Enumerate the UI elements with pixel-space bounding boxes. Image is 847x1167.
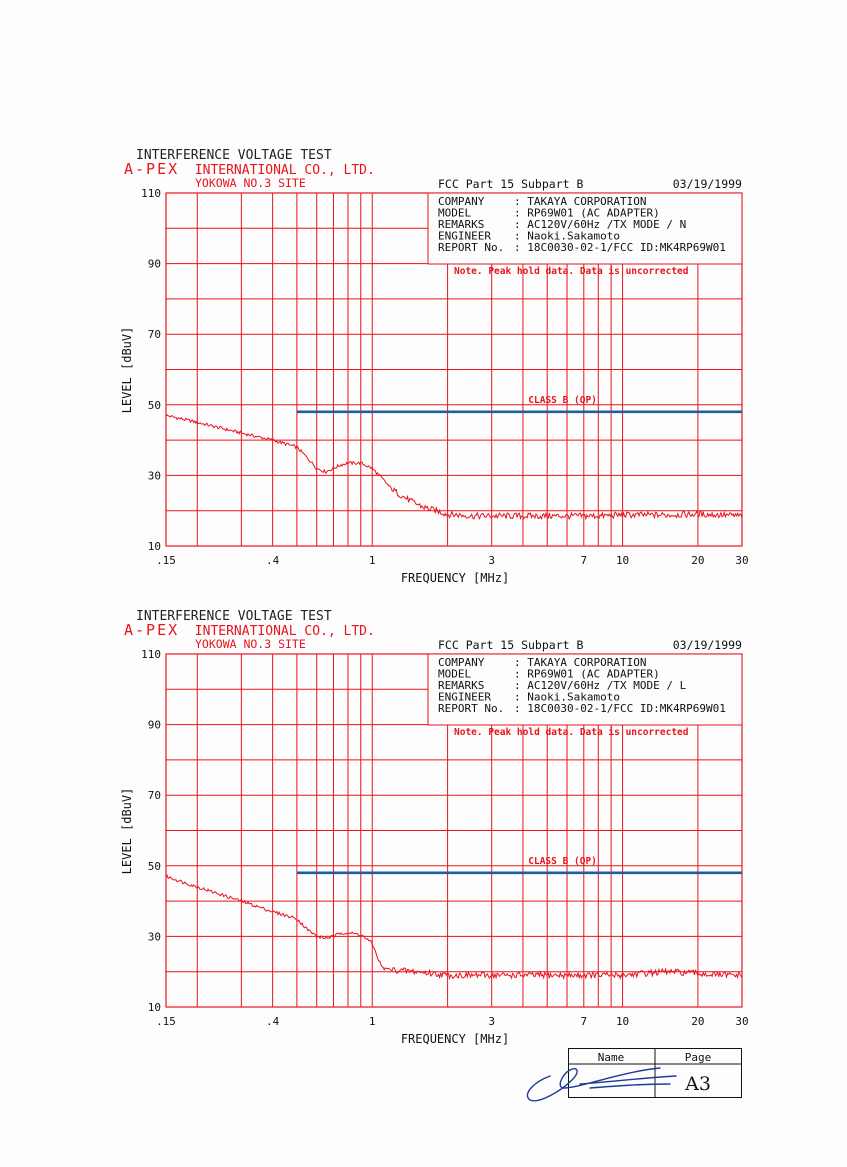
x-axis-label: FREQUENCY [MHz] [401,571,509,585]
x-tick-label: .15 [156,1015,176,1028]
x-tick-label: 30 [735,554,748,567]
y-tick-label: 10 [148,1001,161,1014]
company-rest: INTERNATIONAL CO., LTD. [195,163,375,178]
plot-traces: CLASS B (QP) [165,856,743,981]
info-key: REPORT No. [438,702,504,715]
interference-chart-n: INTERFERENCE VOLTAGE TEST A-PEX INTERNAT… [120,148,749,585]
chart-neutral-line: INTERFERENCE VOLTAGE TEST A-PEX INTERNAT… [0,140,847,600]
y-tick-label: 10 [148,540,161,553]
info-key: MODEL [438,207,471,220]
y-tick-label: 70 [148,789,161,802]
info-value: : 18C0030-02-1/FCC ID:MK4RP69W01 [514,702,726,715]
x-tick-label: 20 [691,554,704,567]
test-date: 03/19/1999 [673,177,742,191]
axis-ticks: .15 .4 1 3 7 10 20 30 10 30 50 70 90 110 [141,648,749,1028]
note-text: Note. Peak hold data. Data is uncorrecte… [454,727,689,738]
x-tick-label: 7 [580,554,587,567]
y-tick-label: 50 [148,860,161,873]
company-rest: INTERNATIONAL CO., LTD. [195,624,375,639]
plot-traces: CLASS B (QP) [165,395,743,521]
info-key: COMPANY [438,656,485,669]
company-brand: A-PEX [124,621,179,639]
y-tick-label: 110 [141,648,161,661]
chart-live-line: INTERFERENCE VOLTAGE TEST A-PEX INTERNAT… [0,601,847,1061]
y-tick-label: 30 [148,930,161,943]
x-tick-label: .15 [156,554,176,567]
test-title: INTERFERENCE VOLTAGE TEST [136,609,332,624]
x-axis-label: FREQUENCY [MHz] [401,1032,509,1046]
x-tick-label: 20 [691,1015,704,1028]
info-value: : 18C0030-02-1/FCC ID:MK4RP69W01 [514,241,726,254]
x-tick-label: 30 [735,1015,748,1028]
info-lines: COMPANY : TAKAYA CORPORATION MODEL : RP69W0… [438,195,726,254]
info-key: MODEL [438,668,471,681]
company-name: A-PEX INTERNATIONAL CO., LTD. [124,620,375,639]
x-tick-label: 10 [616,1015,629,1028]
x-tick-label: 1 [369,1015,376,1028]
info-key: COMPANY [438,195,485,208]
page-number: A3 [684,1073,711,1095]
y-axis-label: LEVEL [dBuV] [120,327,134,414]
x-tick-label: 10 [616,554,629,567]
interference-chart-l: INTERFERENCE VOLTAGE TEST A-PEX INTERNAT… [120,609,749,1046]
test-date: 03/19/1999 [673,638,742,652]
standard-label: FCC Part 15 Subpart B [438,177,583,191]
y-tick-label: 90 [148,258,161,271]
page-label: Page [685,1051,712,1064]
name-label: Name [598,1051,625,1064]
y-tick-label: 70 [148,328,161,341]
info-key: ENGINEER [438,230,491,243]
y-tick-label: 30 [148,469,161,482]
note-text: Note. Peak hold data. Data is uncorrecte… [454,266,689,277]
x-tick-label: 7 [580,1015,587,1028]
info-value: : Naoki.Sakamoto [514,691,620,704]
x-tick-label: 3 [488,1015,495,1028]
site-name: YOKOWA NO.3 SITE [195,176,306,190]
x-tick-label: 3 [488,554,495,567]
company-name: A-PEX INTERNATIONAL CO., LTD. [124,159,375,178]
y-tick-label: 110 [141,187,161,200]
info-key: REMARKS [438,218,484,231]
handwritten-signature [526,1067,677,1102]
info-value: : RP69W01 (AC ADAPTER) [514,668,660,681]
info-value: : RP69W01 (AC ADAPTER) [514,207,660,220]
info-key: REPORT No. [438,241,504,254]
info-box [427,653,743,726]
axis-ticks: .15 .4 1 3 7 10 20 30 10 30 50 70 90 110 [141,187,749,567]
y-tick-label: 50 [148,399,161,412]
info-box [427,192,743,265]
info-value: : TAKAYA CORPORATION [514,195,646,208]
info-value: : TAKAYA CORPORATION [514,656,646,669]
info-value: : AC120V/60Hz /TX MODE / N [514,218,686,231]
x-tick-label: .4 [266,554,280,567]
signature-box: Name Page A3 [568,1048,742,1098]
company-brand: A-PEX [124,160,179,178]
test-title: INTERFERENCE VOLTAGE TEST [136,148,332,163]
plot-grid [165,192,743,547]
limit-label: CLASS B (QP) [528,395,597,406]
x-tick-label: 1 [369,554,376,567]
signature-stroke [526,1067,677,1102]
measured-trace [165,414,743,521]
standard-label: FCC Part 15 Subpart B [438,638,583,652]
info-value: : AC120V/60Hz /TX MODE / L [514,679,687,692]
info-key: REMARKS [438,679,484,692]
x-tick-label: .4 [266,1015,280,1028]
y-axis-label: LEVEL [dBuV] [120,788,134,875]
y-tick-label: 90 [148,719,161,732]
info-lines: COMPANY : TAKAYA CORPORATION MODEL : RP69W0… [438,656,726,715]
info-value: : Naoki.Sakamoto [514,230,620,243]
info-key: ENGINEER [438,691,491,704]
measured-trace [165,874,743,981]
site-name: YOKOWA NO.3 SITE [195,637,306,651]
limit-label: CLASS B (QP) [528,856,597,867]
